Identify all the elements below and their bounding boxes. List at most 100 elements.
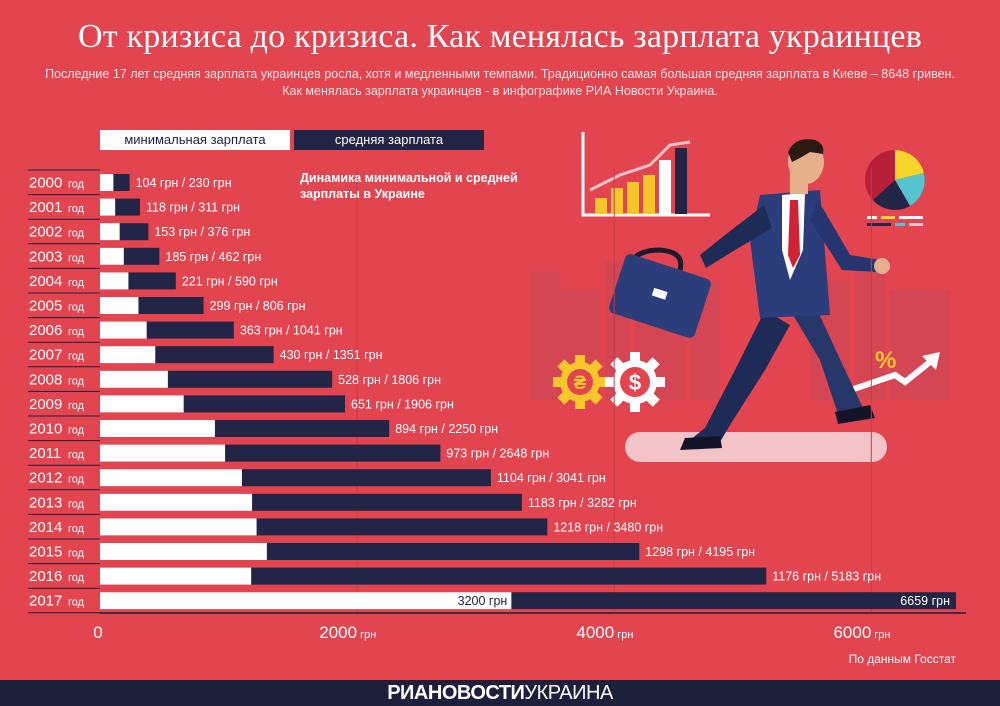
bar-value-label: 973 грн / 2648 грн: [446, 447, 549, 461]
min-salary-bar: [100, 592, 512, 610]
min-salary-bar: [100, 223, 120, 241]
min-salary-bar: [100, 370, 168, 388]
growth-chart-icon: [581, 132, 710, 217]
year-suffix: год: [68, 375, 85, 387]
year-label: 2005: [29, 298, 62, 315]
min-salary-bar: [100, 395, 184, 413]
min-salary-bar: [100, 543, 267, 560]
year-label: 2007: [29, 347, 62, 364]
min-salary-bar: [100, 297, 139, 314]
min-salary-bar: [100, 174, 114, 191]
year-suffix: год: [68, 351, 85, 363]
year-suffix: год: [68, 326, 85, 338]
year-label: 2016: [29, 568, 62, 585]
footer-brand: РИАНОВОСТИУКРАИНА: [0, 680, 1000, 706]
year-suffix: год: [68, 498, 85, 510]
bar-value-label: 1218 грн / 3480 грн: [553, 520, 663, 534]
x-tick-unit: грн: [874, 629, 890, 641]
min-salary-bar: [100, 198, 116, 216]
year-suffix: год: [68, 597, 85, 609]
min-salary-bar: [100, 420, 215, 437]
year-label: 2008: [29, 371, 62, 388]
legend-avg-salary: средняя зарплата: [294, 130, 484, 150]
min-value-label: 3200 грн: [458, 594, 508, 608]
x-tick-unit: грн: [360, 629, 376, 641]
year-label: 2012: [29, 470, 62, 487]
year-suffix: год: [68, 203, 85, 215]
bar-value-label: 363 грн / 1041 грн: [240, 324, 343, 338]
min-salary-bar: [100, 444, 226, 462]
chart-note: Динамика минимальной и средней зарплаты …: [300, 171, 518, 201]
year-label: 2004: [29, 273, 62, 290]
bar-value-label: 1298 грн / 4195 грн: [645, 545, 755, 559]
svg-text:%: %: [875, 347, 896, 374]
min-salary-bar: [100, 567, 252, 585]
year-suffix: год: [68, 179, 85, 191]
year-suffix: год: [68, 523, 85, 535]
bar-value-label: 528 грн / 1806 грн: [338, 373, 441, 387]
hryvnia-gear-icon: ₴: [553, 355, 607, 409]
footer-brand-light: УКРАИНА: [524, 682, 613, 704]
year-suffix: год: [68, 449, 85, 461]
pie-chart-icon: [865, 150, 925, 226]
year-suffix: год: [68, 400, 85, 412]
year-label: 2011: [29, 445, 61, 462]
x-tick-unit: грн: [617, 629, 633, 641]
min-salary-bar: [100, 272, 129, 290]
year-label: 2009: [29, 396, 62, 413]
bar-value-label: 651 грн / 1906 грн: [351, 397, 454, 411]
year-label: 2015: [29, 544, 62, 561]
avg-value-label: 6659 грн: [900, 594, 950, 608]
min-salary-bar: [100, 493, 253, 511]
bar-value-label: 185 грн / 462 грн: [165, 250, 261, 264]
businessman-illustration: ₴ $ %: [530, 132, 950, 462]
x-tick-label: 6000: [833, 623, 871, 642]
year-label: 2003: [29, 248, 62, 265]
avg-salary-bar: [100, 567, 767, 585]
bar-value-label: 299 грн / 806 грн: [210, 299, 306, 313]
year-suffix: год: [68, 548, 85, 560]
year-suffix: год: [68, 572, 85, 584]
footer-brand-bold: РИАНОВОСТИ: [387, 682, 525, 704]
year-suffix: год: [68, 277, 85, 289]
year-label: 2002: [29, 224, 62, 241]
year-label: 2014: [29, 519, 62, 536]
businessman-figure: [680, 139, 890, 450]
page-subtitle: Последние 17 лет средняя зарплата украин…: [45, 67, 955, 98]
min-salary-bar: [100, 321, 147, 339]
min-salary-bar: [100, 469, 242, 487]
year-label: 2000: [29, 175, 62, 192]
year-suffix: год: [68, 252, 85, 264]
x-tick-label: 2000: [319, 623, 357, 642]
year-suffix: год: [68, 474, 85, 486]
bar-value-label: 1176 грн / 5183 грн: [772, 570, 881, 584]
year-label: 2006: [29, 322, 62, 339]
year-label: 2013: [29, 494, 62, 511]
svg-text:$: $: [629, 370, 641, 395]
source-note: По данным Госстат: [848, 652, 956, 666]
min-salary-bar: [100, 346, 156, 364]
min-salary-bar: [100, 518, 257, 536]
x-tick-label: 0: [93, 623, 102, 642]
bar-value-label: 221 грн / 590 грн: [182, 274, 278, 288]
year-label: 2010: [29, 421, 62, 438]
bar-value-label: 894 грн / 2250 грн: [395, 422, 498, 436]
year-label: 2001: [29, 199, 62, 216]
bar-value-label: 1104 грн / 3041 грн: [497, 471, 606, 485]
year-suffix: год: [68, 228, 85, 240]
legend-min-salary: минимальная зарплата: [100, 130, 290, 150]
bar-value-label: 104 грн / 230 грн: [136, 176, 232, 190]
bar-value-label: 1183 грн / 3282 грн: [528, 496, 637, 510]
briefcase-icon: [609, 247, 711, 338]
x-tick-label: 4000: [576, 623, 614, 642]
year-suffix: год: [68, 425, 85, 437]
percent-arrow-icon: %: [844, 347, 940, 395]
svg-text:₴: ₴: [574, 373, 587, 394]
min-salary-bar: [100, 247, 124, 265]
year-suffix: год: [68, 302, 85, 314]
bar-value-label: 430 грн / 1351 грн: [280, 348, 383, 362]
bar-value-label: 153 грн / 376 грн: [154, 225, 250, 239]
bar-value-label: 118 грн / 311 грн: [146, 201, 240, 215]
year-label: 2017: [29, 593, 62, 610]
